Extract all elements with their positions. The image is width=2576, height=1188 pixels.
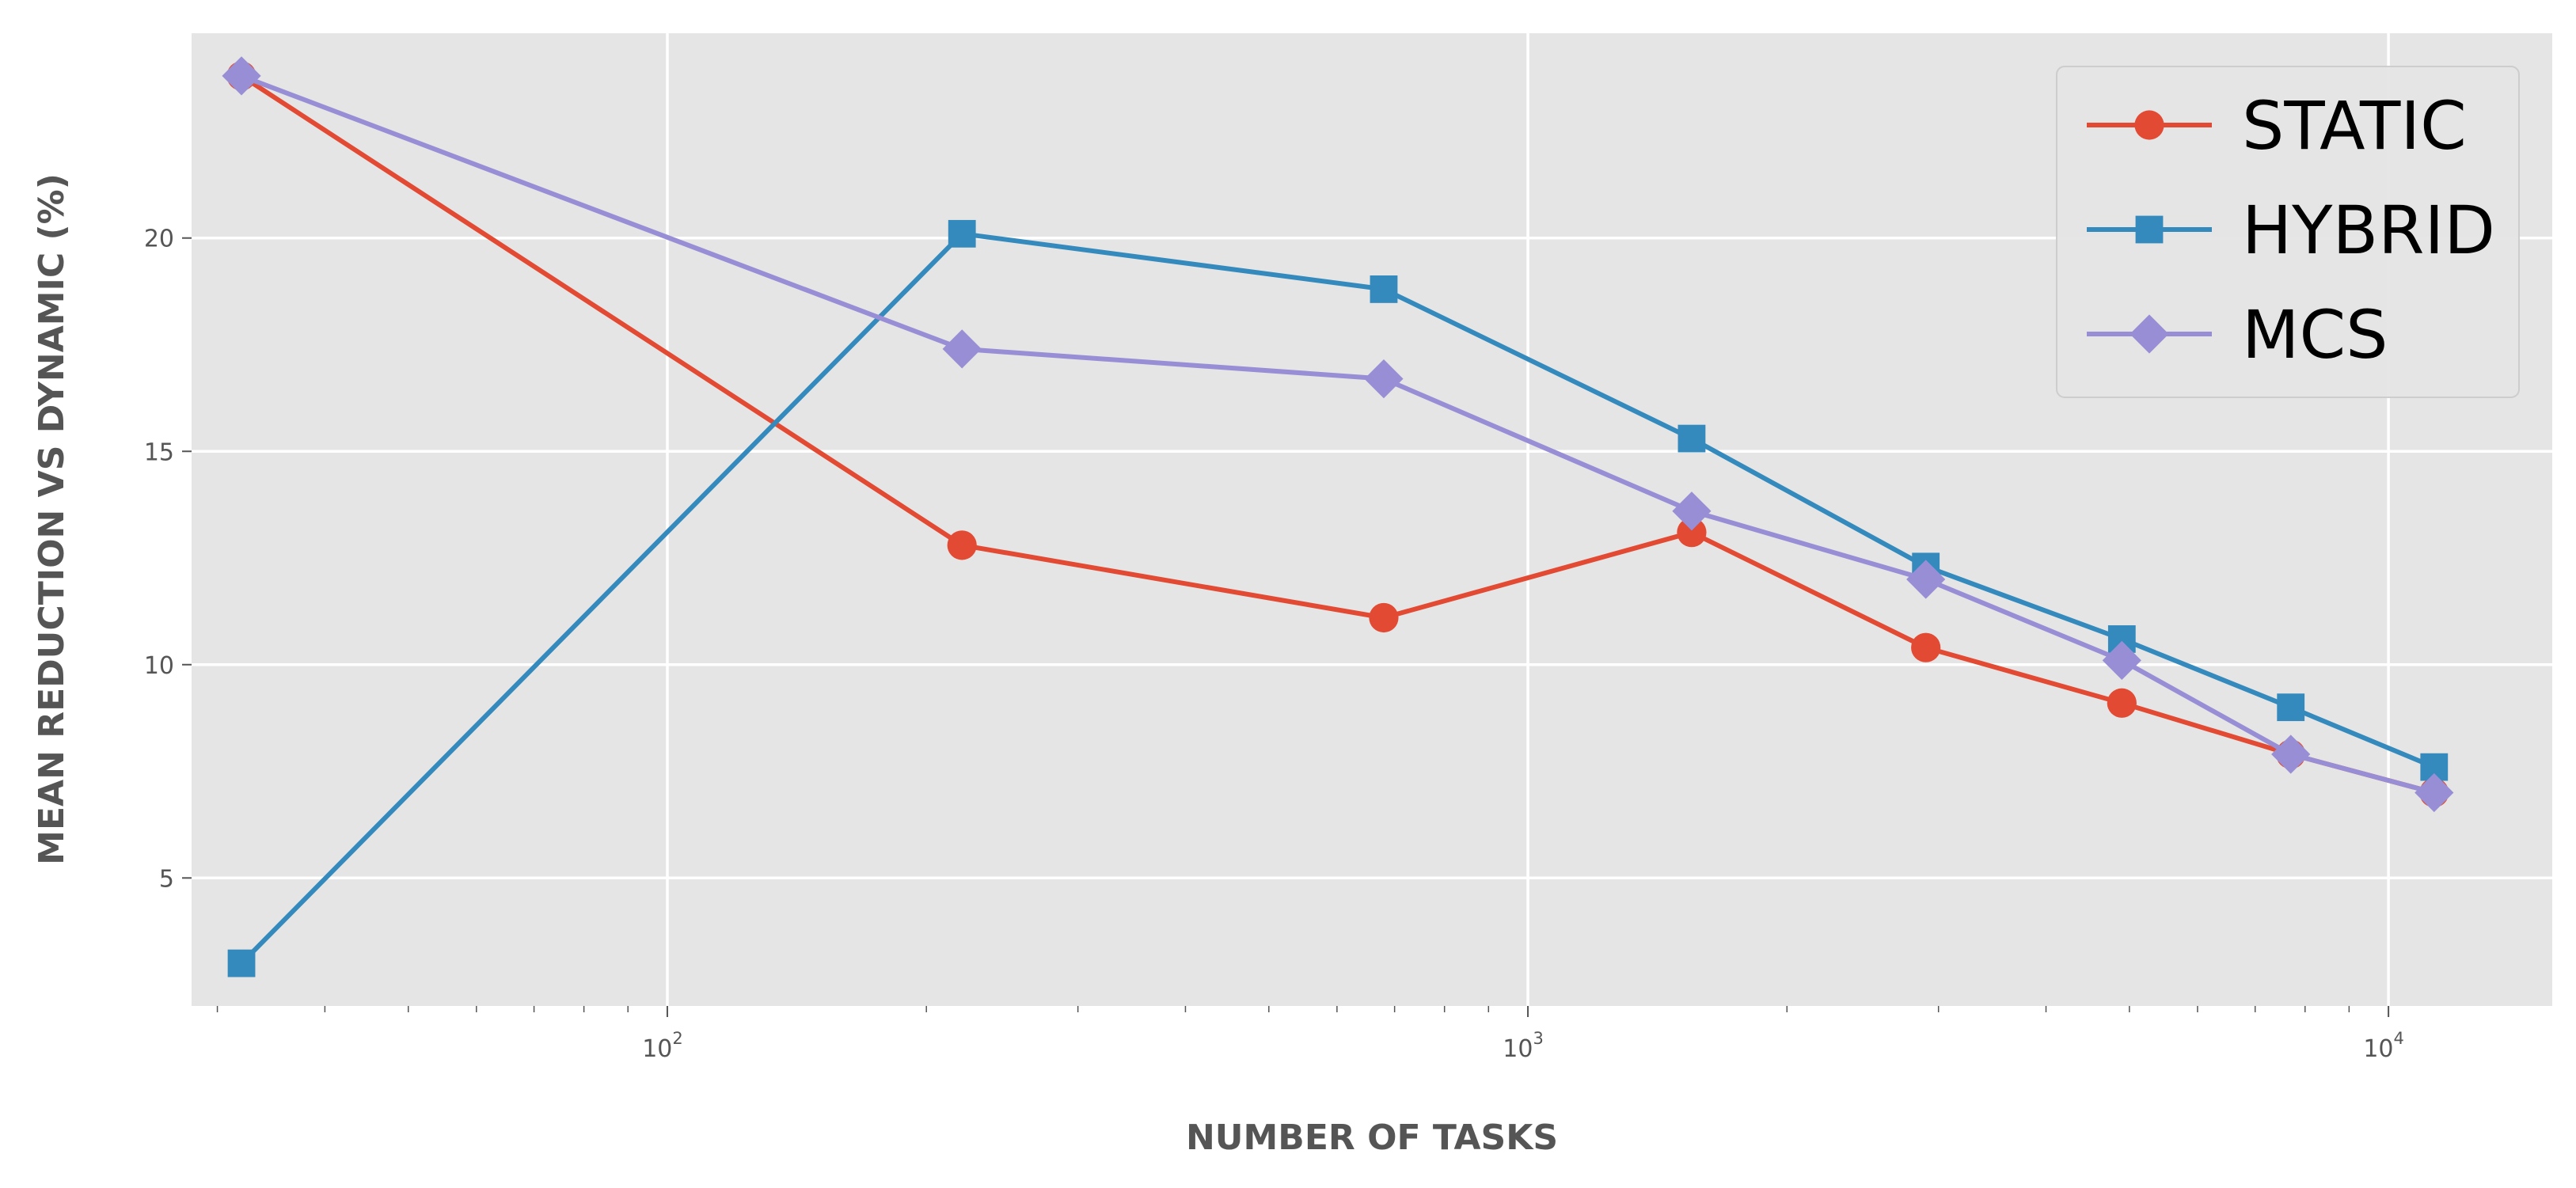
data-point-mcs	[2102, 640, 2141, 680]
data-point-static	[1677, 518, 1707, 548]
data-point-mcs	[222, 56, 261, 96]
data-point-static	[1911, 632, 1941, 662]
x-minor-ticks	[216, 1006, 2350, 1012]
legend-marker-mcs	[2130, 314, 2169, 354]
data-point-mcs	[1672, 492, 1712, 531]
x-tick-exponent: 3	[1533, 1029, 1543, 1048]
data-point-mcs	[1364, 359, 1404, 399]
series-mcs	[222, 56, 2454, 813]
legend-label-hybrid: HYBRID	[2242, 192, 2495, 269]
series-line-static	[240, 74, 2435, 795]
legend-label-mcs: MCS	[2242, 296, 2388, 374]
x-tick-label: 104	[2363, 1029, 2404, 1063]
y-tick-label: 10	[144, 652, 174, 680]
data-point-static	[1369, 602, 1399, 633]
data-point-mcs	[2415, 772, 2454, 813]
x-tick-exponent: 2	[672, 1029, 682, 1048]
legend-item-hybrid: HYBRID	[2087, 192, 2495, 269]
legend-marker-hybrid	[2135, 215, 2164, 244]
data-point-hybrid	[227, 949, 256, 977]
x-tick-label: 103	[1503, 1029, 1544, 1063]
data-point-mcs	[2271, 734, 2311, 774]
data-point-hybrid	[1370, 275, 1398, 303]
x-tick-base: 10	[1503, 1035, 1533, 1063]
series-line-mcs	[240, 74, 2435, 795]
data-point-mcs	[942, 329, 982, 369]
legend-label-static: STATIC	[2242, 87, 2467, 165]
legend-item-mcs: MCS	[2087, 296, 2388, 374]
data-point-static	[947, 530, 977, 560]
data-point-hybrid	[2277, 693, 2305, 722]
series-layer	[222, 56, 2454, 977]
y-tick-label: 20	[144, 226, 174, 253]
series-hybrid	[227, 219, 2449, 977]
x-axis-title: NUMBER OF TASKS	[1186, 1118, 1558, 1158]
data-point-hybrid	[1677, 424, 1706, 453]
x-tick-base: 10	[2363, 1035, 2393, 1063]
data-point-static	[2107, 688, 2137, 718]
legend-box	[2056, 66, 2520, 398]
x-tick-exponent: 4	[2394, 1029, 2404, 1048]
y-tick-label: 5	[159, 865, 174, 893]
data-point-hybrid	[948, 219, 976, 248]
x-axis-ticks: 102 103 104	[642, 1006, 2404, 1063]
y-tick-label: 15	[144, 438, 174, 466]
x-tick-label: 102	[642, 1029, 683, 1063]
y-axis-ticks: 5 10 15 20	[144, 226, 192, 893]
legend-item-static: STATIC	[2087, 87, 2467, 165]
legend-marker-static	[2134, 110, 2164, 140]
legend: STATIC HYBRID MCS	[2056, 66, 2520, 398]
legend-items: STATIC HYBRID MCS	[2087, 87, 2495, 374]
y-axis-title: MEAN REDUCTION VS DYNAMIC (%)	[32, 173, 72, 865]
x-tick-base: 10	[642, 1035, 672, 1063]
series-line-hybrid	[239, 231, 2435, 966]
data-point-mcs	[1906, 560, 1946, 599]
